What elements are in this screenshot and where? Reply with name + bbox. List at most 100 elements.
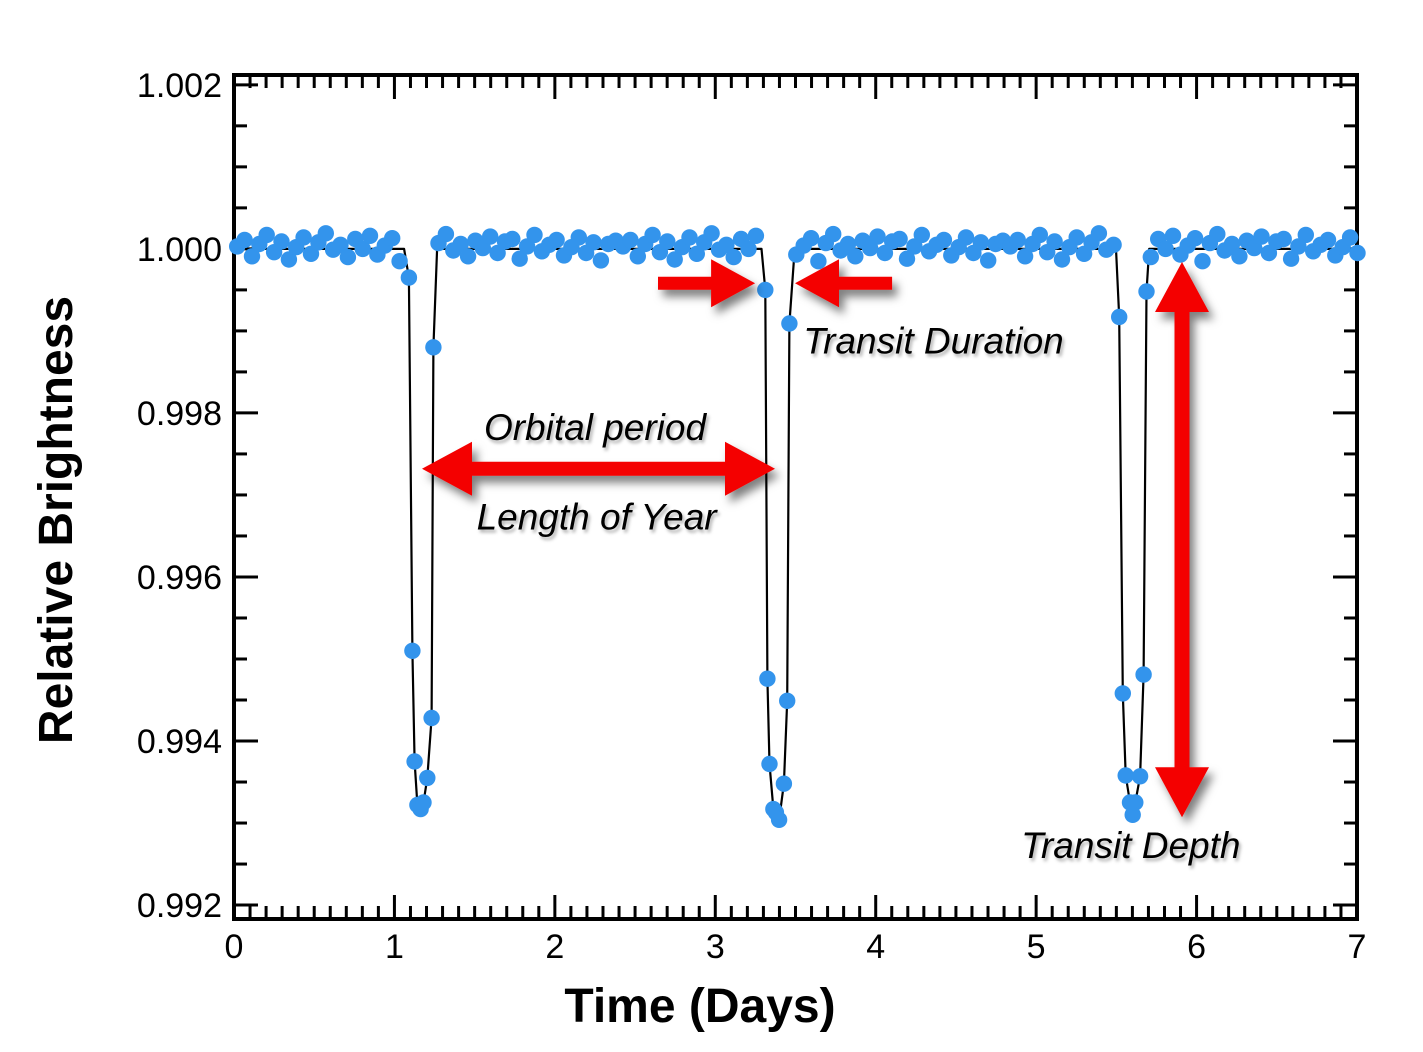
data-point bbox=[415, 794, 432, 811]
data-point bbox=[1131, 768, 1149, 785]
data-point bbox=[957, 229, 975, 246]
transit-depth-arrow bbox=[1155, 262, 1209, 818]
data-point bbox=[361, 227, 379, 244]
transit-depth-label: Transit Depth bbox=[1021, 825, 1240, 866]
x-tick-label: 4 bbox=[866, 928, 885, 966]
data-point bbox=[972, 234, 989, 251]
data-point bbox=[1282, 250, 1300, 267]
data-point bbox=[747, 227, 765, 244]
data-point bbox=[869, 228, 886, 245]
data-point bbox=[1209, 225, 1226, 243]
data-point bbox=[548, 231, 565, 249]
data-point bbox=[243, 248, 261, 265]
y-tick-label: 0.998 bbox=[137, 395, 222, 433]
x-tick-label: 5 bbox=[1027, 928, 1046, 966]
data-point bbox=[459, 248, 477, 265]
data-point bbox=[757, 281, 774, 299]
data-point bbox=[891, 230, 908, 248]
x-tick-label: 7 bbox=[1348, 928, 1367, 966]
data-point bbox=[1186, 230, 1204, 247]
x-tick-label: 6 bbox=[1187, 928, 1206, 966]
data-point bbox=[423, 709, 440, 727]
data-point bbox=[629, 248, 646, 265]
data-point bbox=[847, 248, 864, 265]
data-point bbox=[511, 250, 528, 267]
orbital-period-label: Orbital period bbox=[484, 407, 708, 448]
data-point bbox=[779, 692, 796, 709]
data-point bbox=[980, 252, 997, 269]
data-point bbox=[280, 251, 298, 268]
x-tick-label: 3 bbox=[706, 928, 725, 966]
data-point bbox=[725, 248, 742, 266]
data-point bbox=[781, 315, 798, 332]
y-tick-label: 0.994 bbox=[137, 723, 222, 761]
data-point bbox=[1319, 231, 1337, 249]
data-point bbox=[703, 225, 720, 242]
duration-arrow-left bbox=[658, 259, 756, 308]
x-tick-label: 2 bbox=[545, 928, 564, 966]
data-point bbox=[1349, 244, 1366, 262]
data-point bbox=[1046, 233, 1063, 250]
data-point bbox=[1253, 228, 1270, 245]
data-point bbox=[406, 753, 423, 770]
data-point bbox=[1031, 226, 1049, 244]
data-point bbox=[1114, 685, 1132, 702]
data-point bbox=[1111, 308, 1128, 326]
data-point bbox=[419, 769, 436, 787]
data-point bbox=[391, 253, 408, 270]
data-point bbox=[770, 811, 788, 828]
data-point bbox=[1275, 230, 1292, 248]
data-point bbox=[1194, 253, 1211, 270]
annotation-labels: Transit Duration Orbital period Length o… bbox=[477, 321, 1241, 867]
data-point bbox=[1090, 225, 1108, 242]
data-point bbox=[1142, 248, 1160, 266]
data-point bbox=[526, 226, 543, 244]
data-point bbox=[1157, 240, 1174, 258]
data-point bbox=[825, 225, 842, 243]
data-point bbox=[1016, 248, 1034, 265]
data-point bbox=[740, 240, 757, 258]
annotation-arrows bbox=[422, 259, 1209, 818]
plot-frame bbox=[232, 73, 1359, 921]
data-point bbox=[802, 230, 820, 247]
data-point bbox=[761, 755, 778, 773]
y-tick-label: 0.996 bbox=[137, 559, 222, 597]
data-point bbox=[681, 229, 698, 246]
data-point bbox=[570, 229, 587, 246]
data-point bbox=[898, 250, 916, 267]
data-point bbox=[404, 642, 421, 659]
data-point bbox=[810, 253, 827, 270]
data-point bbox=[622, 231, 639, 249]
data-point bbox=[1009, 231, 1026, 249]
data-point bbox=[295, 229, 312, 246]
duration-arrow-right bbox=[795, 259, 893, 308]
data-point bbox=[273, 233, 290, 250]
data-point bbox=[1117, 767, 1134, 784]
y-tick-label: 0.992 bbox=[137, 887, 222, 925]
data-point bbox=[400, 269, 418, 286]
data-point bbox=[759, 670, 776, 687]
data-point bbox=[1341, 229, 1359, 246]
data-point bbox=[1223, 235, 1241, 253]
data-point bbox=[913, 226, 930, 244]
x-tick-label: 0 bbox=[225, 928, 244, 966]
data-point bbox=[354, 240, 371, 258]
orbital-period-arrow bbox=[422, 441, 775, 496]
data-point bbox=[425, 339, 442, 356]
data-point bbox=[1124, 806, 1141, 823]
y-tick-label: 1.002 bbox=[137, 67, 222, 105]
data-point bbox=[1231, 248, 1248, 265]
data-point bbox=[482, 228, 499, 245]
transit-duration-label: Transit Duration bbox=[803, 321, 1063, 362]
data-point bbox=[592, 252, 610, 269]
data-point bbox=[1105, 236, 1122, 253]
axis-tick-labels: 0 1 2 3 4 5 6 7 0.992 0.994 0.996 0.998 1.000 1.002 bbox=[137, 67, 1367, 966]
length-of-year-label: Length of Year bbox=[477, 496, 719, 537]
data-point bbox=[644, 226, 661, 244]
data-point bbox=[317, 225, 334, 242]
data-point bbox=[332, 236, 349, 253]
data-point bbox=[775, 775, 793, 792]
data-point bbox=[452, 235, 469, 253]
